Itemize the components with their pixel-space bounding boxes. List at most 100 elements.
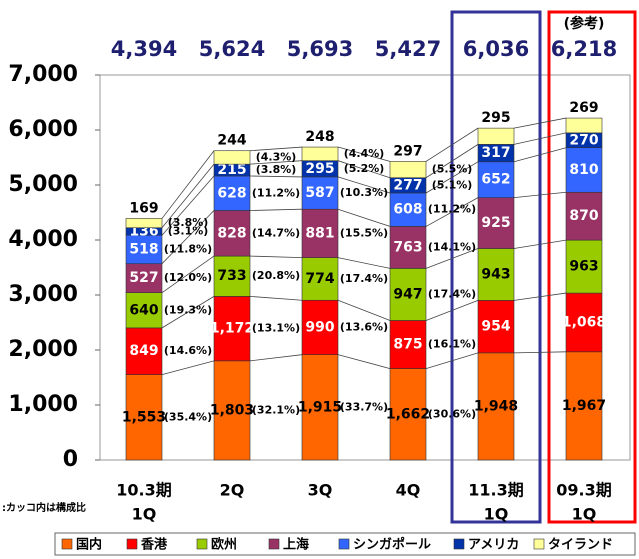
ratio-label: (14.6%) [164,344,212,357]
ratio-label: (17.4%) [340,272,388,285]
bar-segment [565,191,603,241]
connector [425,197,479,227]
data-label: 248 [305,129,334,145]
bar-segment [389,192,427,227]
data-label: 295 [481,110,510,126]
y-tick-label: 1,000 [8,392,78,417]
connector [513,239,567,249]
legend-label: シンガポール [353,537,431,553]
annotation: (参考) [564,15,605,32]
bar-segment [301,146,339,161]
bar-segment [477,248,515,301]
ratio-label: (14.7%) [252,226,300,239]
ratio-label: (11.2%) [428,203,476,216]
connector [249,295,303,301]
legend-label: タイランド [548,538,613,553]
ratio-label: (4.3%) [256,150,297,163]
data-label: 849 [129,343,158,359]
data-label: 270 [569,132,598,148]
connector [161,210,215,264]
legend-label: 国内 [76,537,102,553]
ratio-label: (17.4%) [428,287,476,300]
bar-segment [477,161,515,198]
ratio-label: (12.0%) [164,271,212,284]
ratio-label: (20.8%) [252,269,300,282]
data-label: 295 [305,161,334,177]
connector [337,208,391,227]
data-label: 870 [569,208,598,224]
total-label: 6,218 [551,37,617,61]
total-label: 6,036 [463,37,529,61]
bar-segment [125,218,163,229]
data-label: 1,967 [562,398,606,414]
connector [249,146,303,152]
connector [249,354,303,362]
connector [249,208,303,211]
ratio-label: (15.5%) [340,226,388,239]
connector [161,163,215,228]
data-label: 1,068 [562,314,606,330]
bar-segment [301,354,339,461]
connector [425,144,479,179]
y-tick-label: 0 [63,447,78,472]
ratio-label: (5.5%) [432,163,473,176]
connector [425,161,479,194]
y-tick-label: 3,000 [8,282,78,307]
connector [425,127,479,162]
bar-segment [125,292,163,329]
legend-swatch [196,538,208,550]
bar-segment [389,161,427,179]
bar-segment [301,208,339,258]
ratio-label: (13.6%) [340,320,388,333]
data-label: 169 [129,200,158,216]
bar-segment [565,351,603,461]
bar-segment [125,327,163,375]
connector [513,191,567,199]
connector [337,160,391,179]
data-label: 963 [569,259,598,275]
bar-segment [477,300,515,354]
x-tick-label: 1Q [484,505,509,524]
total-label: 5,693 [287,37,353,61]
x-tick-label: 11.3期 [468,481,523,500]
legend-label: アメリカ [468,538,519,553]
bar-segment [213,296,251,362]
data-label: 297 [393,143,422,159]
bar-segment [213,360,251,461]
ratio-label: (16.1%) [428,338,476,351]
bar-segment [301,176,339,210]
bar-segment [477,197,515,249]
data-label: 875 [393,337,422,353]
connector [513,147,567,163]
x-tick-label: 1Q [132,505,157,524]
ratio-label: (3.1%) [168,224,209,237]
x-tick-label: 3Q [308,481,333,500]
data-label: 925 [481,215,510,231]
data-label: 518 [129,241,158,257]
data-label: 990 [305,319,334,335]
bar-segment [389,368,427,461]
legend-label: 上海 [283,537,309,553]
legend-label: 香港 [140,537,168,553]
connector [161,255,215,294]
data-label: 652 [481,172,510,188]
ratio-label: (13.1%) [252,322,300,335]
data-label: 763 [393,239,422,255]
ratio-label: (11.8%) [164,242,212,255]
ratio-label: (33.7%) [340,400,388,413]
bar-segment [125,263,163,293]
connector [425,352,479,369]
connector [513,117,567,129]
data-label: 1,172 [210,321,254,337]
x-tick-label: 4Q [396,481,421,500]
data-label: 947 [393,286,422,302]
connector [337,146,391,162]
legend-label: 欧州 [211,537,237,553]
ratio-label: (3.8%) [256,163,297,176]
connector [249,160,303,165]
legend-swatch [533,538,545,550]
ratio-label: (14.1%) [428,240,476,253]
data-label: 1,948 [474,398,518,414]
bar-segment [565,117,603,134]
